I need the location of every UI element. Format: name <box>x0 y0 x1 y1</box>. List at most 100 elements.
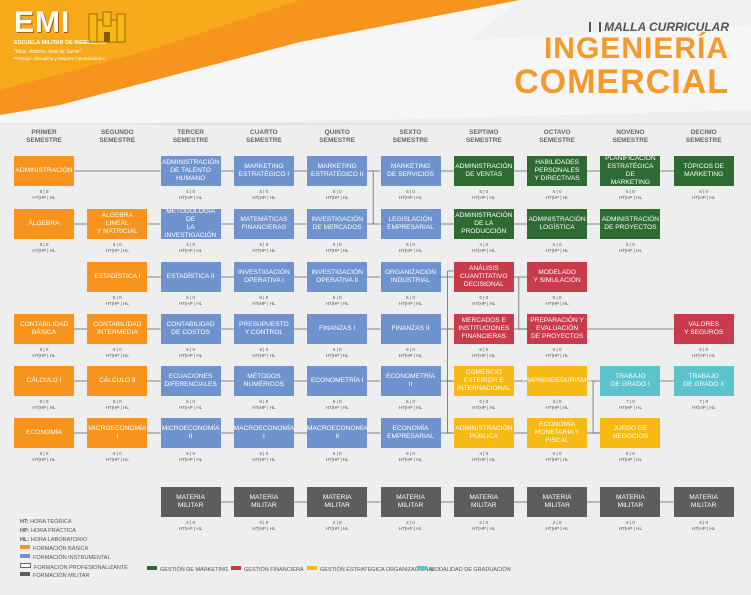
course-hours: 7 | 0 HT|HP | HL <box>600 399 660 411</box>
hours-value: 5 | 0 <box>186 451 196 456</box>
title-line-2: COMERCIAL <box>514 63 729 101</box>
line: ADMINISTRACIÓN <box>455 163 513 170</box>
course-box: MICROECONOMÍA I <box>87 418 148 448</box>
hours-label: HT|HP | HL <box>252 195 276 200</box>
hours-value: 5 | 0 <box>332 295 342 300</box>
course-box: TRABAJO DE GRADO II <box>673 366 734 396</box>
legend-text: GESTIÓN DE MARKETING <box>160 567 229 573</box>
course-hours: 6 | 0 HT|HP | HL <box>381 189 441 201</box>
line: FINANCIERAS <box>241 224 287 231</box>
line: INTERNACIONAL <box>457 385 511 392</box>
hours-label: HT|HP | HL <box>325 353 349 358</box>
line: ECONOMÍA <box>539 421 576 428</box>
course-hours: 5 | 0 HT|HP | HL <box>234 295 294 307</box>
hours-value: 2 | 0 <box>552 520 562 525</box>
hours-label: HT|HP | HL <box>32 457 56 462</box>
line: CUANTITATIVO <box>460 273 508 280</box>
hours-value: 2 | 0 <box>332 520 342 525</box>
line: MILITAR <box>177 502 204 509</box>
line: PLANIFICACIÓN <box>605 155 656 162</box>
hours-value: 2 | 0 <box>186 520 196 525</box>
course-box: FINANZAS I <box>307 314 368 344</box>
hours-label: HT|HP | HL <box>398 301 423 306</box>
course-name: ÁLGEBRA LINEAL Y MATRICIAL <box>90 212 144 236</box>
hours-label: HT|HP | HL <box>325 195 349 200</box>
course-hours: 5 | 0 HT|HP | HL <box>161 295 221 307</box>
line: DE GRADO I <box>610 381 650 388</box>
course-hours: 6 | 0 HT|HP | HL <box>307 451 367 463</box>
course-box-military: MATERIA MILITAR <box>160 487 221 517</box>
course-name: MODELADO Y SIMULACIÓN <box>534 269 581 285</box>
course-hours: 6 | 0 HT|HP | HL <box>14 347 74 359</box>
course-hours: 5 | 0 HT|HP | HL <box>454 347 514 359</box>
course-box-military: MATERIA MILITAR <box>673 487 734 517</box>
legend-text: MODALIDAD DE GRADUACIÓN <box>430 567 511 573</box>
hours-label: HT|HP | HL <box>325 526 349 531</box>
hours-value: 4 | 0 <box>552 399 562 404</box>
hours-label: HT|HP | HL <box>618 405 642 410</box>
course-box: ECUACIONES DIFERENCIALES <box>160 366 221 396</box>
course-name: ECONOMETRÍA I <box>311 377 363 385</box>
hours-value: 5 | 0 <box>112 295 122 300</box>
hours-value: 5 | 0 <box>332 189 342 194</box>
line: SEMESTRE <box>319 137 356 144</box>
course-name: ADMINISTRACIÓN PÚBLICA <box>455 425 512 441</box>
line: CONTABILIDAD <box>166 321 215 328</box>
line: I <box>262 433 265 440</box>
line: SEMESTRE <box>246 137 282 144</box>
course-box: MODELADO Y SIMULACIÓN <box>527 262 588 292</box>
line: INDUSTRIAL <box>390 277 431 284</box>
course-box: MARKETING ESTRATÉGICO I <box>233 156 294 186</box>
line: ADMINISTRACIÓN <box>162 159 220 166</box>
course-hours: 5 | 0 HT|HP | HL <box>14 189 74 201</box>
line: DECISIONAL <box>463 281 504 288</box>
hours-label: HT|HP | HL <box>252 405 276 410</box>
legend-text: HORA TEÓRICA <box>30 519 72 525</box>
course-name: TRABAJO DE GRADO II <box>683 373 724 389</box>
course-name: PREPARACIÓN Y EVALUACIÓN DE PROYECTOS <box>530 317 584 341</box>
course-hours: 5 | 0 HT|HP | HL <box>674 347 734 359</box>
logo-motto: "Mcal. Antonio José de Sucre" <box>14 49 82 55</box>
line: MATERIA <box>689 494 719 501</box>
hours-value: 7 | 0 <box>699 399 709 404</box>
hours-label: HT|HP | HL <box>472 353 496 358</box>
legend-item: MODALIDAD DE GRADUACIÓN <box>417 566 511 573</box>
line: MILITAR <box>324 502 350 509</box>
semester-header: OCTAVO SEMESTRE <box>527 129 587 145</box>
course-name: MATEMÁTICAS FINANCIERAS <box>240 216 287 232</box>
course-name: MICROECONOMÍA I <box>88 425 146 441</box>
legend-swatch <box>147 566 157 570</box>
course-name: MARKETING ESTRATÉGICO II <box>311 163 363 179</box>
line: MARKETING <box>684 171 724 178</box>
course-name: METODOLOGÍA DE LA INVESTIGACIÓN <box>164 208 218 240</box>
course-hours: 6 | 0 HT|HP | HL <box>381 399 441 411</box>
course-name: ADMINISTRACIÓN DE LA PRODUCCIÓN <box>455 212 512 236</box>
line: LA INVESTIGACIÓN <box>164 224 217 239</box>
legend-abbr: HP: <box>20 528 31 534</box>
course-box: INVESTIGACIÓN OPERATIVA II <box>307 262 368 292</box>
hours-value: 6 | 0 <box>332 451 342 456</box>
line: INTERMEDIA <box>96 329 138 336</box>
hours-label: HT|HP | HL <box>252 353 276 358</box>
course-name: MÉTODOS NUMÉRICOS <box>244 373 284 389</box>
course-box: ECONOMÍA <box>14 418 74 448</box>
hours-value: 5 | 0 <box>186 347 196 352</box>
hours-label: HT|HP | HL <box>545 301 569 306</box>
line: ADMINISTRACIÓN <box>455 425 513 432</box>
course-box: MÉTODOS NUMÉRICOS <box>233 366 294 396</box>
course-box: ADMINISTRACIÓN <box>14 156 74 186</box>
course-name: MERCADOS E INSTITUCIONES FINANCIERAS <box>458 317 509 341</box>
course-name: ÁLGEBRA <box>28 220 59 228</box>
course-box: ADMINISTRACIÓN DE PROYECTOS <box>600 209 661 239</box>
course-hours: 2 | 0 HT|HP | HL <box>234 520 294 532</box>
course-name: MATERIA MILITAR <box>469 494 498 510</box>
line: ÁLGEBRA <box>28 220 60 227</box>
course-name: PLANIFICACIÓN ESTRATÉGICA DE MARKETING <box>603 155 657 187</box>
course-name: ADMINISTRACIÓN DE TALENTO HUMANO <box>162 159 219 183</box>
course-box: ECONOMÍA EMPRESARIAL <box>380 418 441 448</box>
course-box-military: MATERIA MILITAR <box>453 487 514 517</box>
course-hours: 2 | 0 HT|HP | HL <box>674 520 734 532</box>
castle-icon <box>88 11 126 43</box>
hours-label: HT|HP | HL <box>618 248 642 253</box>
line: EXTERIOR E <box>463 377 504 384</box>
